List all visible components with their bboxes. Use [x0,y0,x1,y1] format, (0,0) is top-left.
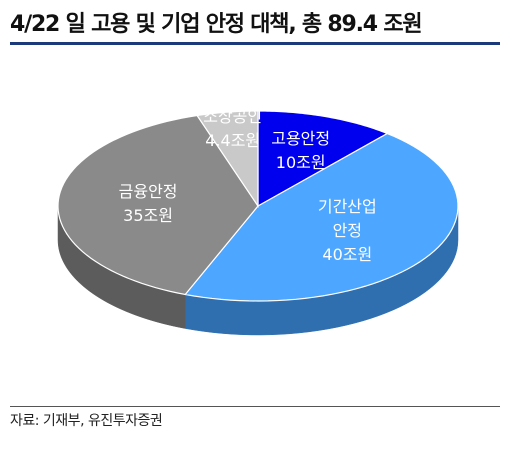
slice-label-1-line-0: 기간산업 [317,197,377,217]
pie-slice-0 [257,110,389,208]
slice-label-1-line-1: 안정 [332,221,363,241]
pie-slice-3 [196,110,259,208]
pie-top-layer [57,110,459,302]
slice-label-2-line-1: 35조원 [123,206,173,226]
page-title: 4/22 일 고용 및 기업 안정 대책, 총 89.4 조원 [10,12,423,37]
slice-label-2: 금융안정 35조원 [119,180,178,228]
slice-label-0-line-0: 고용안정 [271,128,331,148]
slice-label-3: 소상공인 4.4조원 [203,105,262,153]
slice-label-3-line-0: 소상공인 [203,107,263,126]
slice-label-0-line-1: 10조원 [275,152,326,172]
slice-label-1-line-2: 40조원 [322,245,373,265]
slice-label-2-line-0: 금융안정 [118,182,178,202]
pie-slice-1 [184,132,459,302]
slice-label-0: 고용안정 10조원 [271,127,330,175]
source-note: 자료: 기재부, 유진투자증권 [10,413,163,429]
source-divider [10,406,500,407]
title-underline [10,42,500,45]
pie-slice-2 [57,114,259,296]
slice-label-3-line-1: 4.4조원 [205,131,261,150]
